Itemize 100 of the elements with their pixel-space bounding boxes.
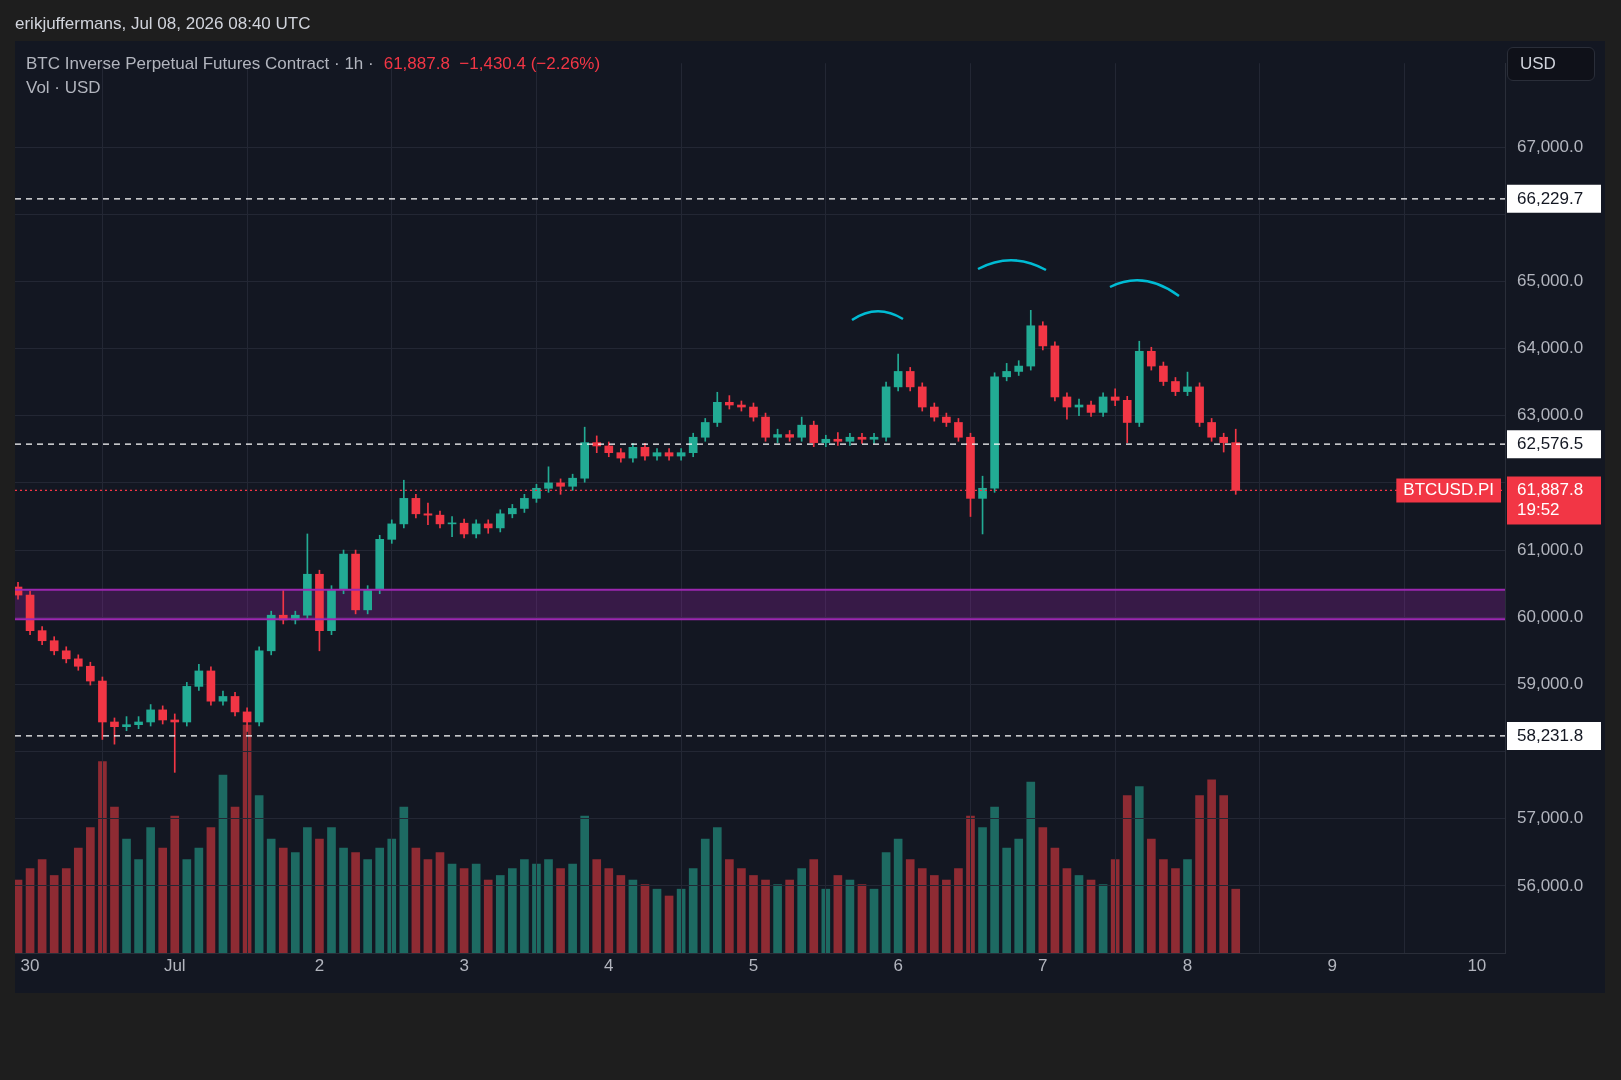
bar xyxy=(773,884,782,953)
x-tick-label: 10 xyxy=(1467,955,1487,975)
bar xyxy=(483,879,493,953)
bar xyxy=(423,859,433,953)
bar xyxy=(688,868,698,953)
bar xyxy=(737,868,746,953)
x-tick-label: 7 xyxy=(1038,955,1048,975)
bar xyxy=(797,868,807,953)
bar xyxy=(146,827,155,953)
bar xyxy=(327,827,336,953)
bar xyxy=(1062,868,1072,953)
bar xyxy=(1207,779,1216,953)
bar xyxy=(580,815,590,953)
bar xyxy=(1147,838,1156,953)
bar xyxy=(1231,888,1241,953)
chart-title: BTC Inverse Perpetual Futures Contract · 1h · xyxy=(26,54,374,73)
bar xyxy=(929,875,939,953)
bar xyxy=(110,806,119,953)
x-tick-label: 6 xyxy=(893,955,903,975)
bar xyxy=(821,888,831,953)
bar xyxy=(652,888,662,953)
bar xyxy=(881,852,891,953)
bar xyxy=(1219,795,1229,953)
y-tick-label: 64,000.0 xyxy=(1517,338,1584,358)
bar xyxy=(1074,875,1084,953)
bar xyxy=(1098,884,1108,953)
bar xyxy=(170,815,180,953)
bar xyxy=(387,838,397,953)
bar xyxy=(1026,781,1036,953)
y-tick-label: 61,000.0 xyxy=(1517,539,1584,559)
bar xyxy=(1014,838,1024,953)
bar xyxy=(845,879,855,953)
bar xyxy=(664,895,674,953)
bar xyxy=(303,827,312,953)
bar xyxy=(25,868,35,953)
chart-subtitle: 61,887.8 −1,430.4 (−2.26%) xyxy=(383,54,601,73)
bar xyxy=(785,879,794,953)
bar xyxy=(37,859,47,953)
bar xyxy=(230,806,240,953)
bar xyxy=(761,879,770,953)
bar xyxy=(49,875,59,953)
bar xyxy=(1159,859,1168,953)
bar xyxy=(363,859,372,953)
bar xyxy=(869,888,879,953)
bar xyxy=(290,852,300,953)
bar xyxy=(966,815,975,953)
bar xyxy=(73,847,83,953)
bar xyxy=(990,806,999,953)
bar xyxy=(206,827,216,953)
bar xyxy=(1002,847,1011,953)
x-tick-label: 30 xyxy=(20,955,40,975)
x-tick-label: Jul xyxy=(163,955,186,975)
bar xyxy=(266,838,276,953)
bar xyxy=(712,827,722,953)
bar xyxy=(508,868,517,953)
bar xyxy=(1050,847,1060,953)
candlestick xyxy=(833,432,843,446)
y-tick-label: 63,000.0 xyxy=(1517,405,1584,425)
candlestick xyxy=(592,435,602,454)
bar xyxy=(917,868,927,953)
text: USD xyxy=(1507,47,1595,81)
bar xyxy=(447,863,457,953)
y-tick-label: 65,000.0 xyxy=(1517,271,1584,291)
bar xyxy=(1195,795,1204,953)
ref-line-label: 66,229.7 xyxy=(1517,188,1584,208)
ref-line-label: 58,231.8 xyxy=(1517,725,1584,745)
bar xyxy=(134,859,143,953)
bar xyxy=(942,879,951,953)
bar xyxy=(399,806,409,953)
bar xyxy=(954,868,963,953)
bar xyxy=(254,795,264,953)
bar xyxy=(351,852,360,953)
bar xyxy=(544,859,553,953)
x-tick-label: 4 xyxy=(604,955,614,975)
bar xyxy=(604,868,614,953)
y-tick-label: 57,000.0 xyxy=(1517,808,1584,828)
y-tick-label: 60,000.0 xyxy=(1517,606,1584,626)
bar xyxy=(459,868,469,953)
bar xyxy=(616,875,626,953)
y-tick-label: 67,000.0 xyxy=(1517,136,1584,156)
text: erikjuffermans, Jul 08, 2026 08:40 UTC xyxy=(15,14,311,34)
bar xyxy=(375,847,385,953)
bar xyxy=(556,868,565,953)
text: Vol · USD xyxy=(26,78,101,98)
bar xyxy=(86,827,95,953)
x-tick-label: 8 xyxy=(1182,955,1193,975)
bar xyxy=(857,884,867,953)
bar xyxy=(809,859,819,953)
bar xyxy=(122,838,131,953)
bar xyxy=(495,875,505,953)
ref-line-label: 61,887.8 xyxy=(1517,480,1584,500)
bar xyxy=(218,774,228,953)
y-tick-label: 56,000.0 xyxy=(1517,875,1584,895)
bar xyxy=(411,847,421,953)
bar xyxy=(1122,795,1132,953)
bar xyxy=(532,863,541,953)
bar xyxy=(61,868,71,953)
bar xyxy=(978,827,987,953)
x-tick-label: 3 xyxy=(459,955,469,975)
bar xyxy=(278,847,288,953)
